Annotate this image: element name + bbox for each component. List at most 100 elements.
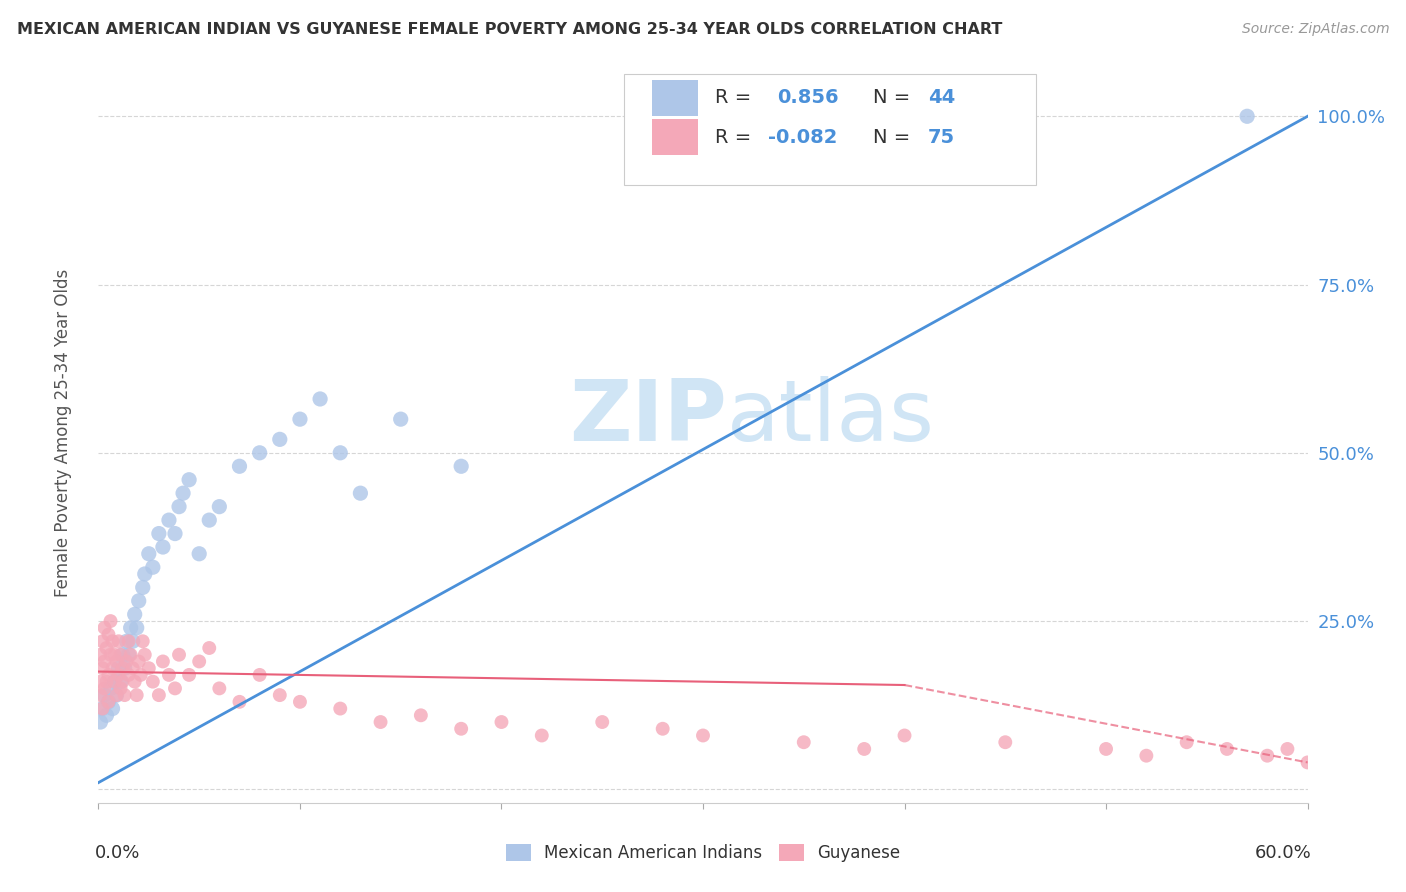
- Point: [491, 714, 513, 729]
- Point: [188, 547, 211, 561]
- Point: [228, 459, 250, 474]
- Text: N =: N =: [873, 88, 917, 107]
- Point: [1236, 109, 1258, 123]
- Point: [124, 674, 146, 689]
- Point: [152, 540, 174, 554]
- Point: [121, 661, 143, 675]
- Point: [134, 648, 156, 662]
- Point: [100, 681, 122, 696]
- Point: [93, 688, 115, 702]
- Bar: [652, 80, 699, 116]
- Text: -0.082: -0.082: [768, 128, 838, 146]
- Point: [167, 500, 190, 514]
- Point: [120, 648, 142, 662]
- Point: [97, 668, 120, 682]
- Point: [163, 526, 186, 541]
- Point: [132, 581, 155, 595]
- Point: [125, 621, 148, 635]
- Point: [105, 655, 128, 669]
- Point: [198, 513, 221, 527]
- Point: [111, 648, 134, 662]
- Point: [1296, 756, 1319, 770]
- Point: [198, 640, 221, 655]
- Point: [91, 701, 114, 715]
- Point: [370, 714, 392, 729]
- Text: MEXICAN AMERICAN INDIAN VS GUYANESE FEMALE POVERTY AMONG 25-34 YEAR OLDS CORRELA: MEXICAN AMERICAN INDIAN VS GUYANESE FEMA…: [17, 22, 1002, 37]
- Point: [111, 661, 134, 675]
- Point: [228, 695, 250, 709]
- Point: [101, 701, 124, 715]
- Point: [114, 688, 136, 702]
- Point: [107, 661, 129, 675]
- Point: [591, 714, 613, 729]
- Point: [129, 668, 152, 682]
- Point: [118, 668, 141, 682]
- Point: [138, 547, 160, 561]
- Point: [124, 607, 146, 622]
- Point: [101, 661, 124, 675]
- Text: 44: 44: [928, 88, 955, 107]
- Point: [1277, 742, 1299, 756]
- Point: [450, 722, 472, 736]
- Point: [96, 674, 118, 689]
- Point: [288, 412, 311, 426]
- Text: 75: 75: [928, 128, 955, 146]
- Point: [163, 681, 186, 696]
- Point: [1256, 748, 1278, 763]
- Point: [249, 446, 271, 460]
- Point: [96, 640, 118, 655]
- Point: [105, 688, 128, 702]
- Point: [128, 594, 150, 608]
- Point: [93, 621, 115, 635]
- Text: atlas: atlas: [727, 376, 935, 459]
- Point: [188, 655, 211, 669]
- Text: R =: R =: [716, 88, 763, 107]
- Point: [1095, 742, 1118, 756]
- Point: [1175, 735, 1198, 749]
- Point: [349, 486, 371, 500]
- Point: [120, 621, 142, 635]
- Point: [208, 681, 231, 696]
- Point: [172, 486, 194, 500]
- Point: [893, 729, 915, 743]
- Legend: Mexican American Indians, Guyanese: Mexican American Indians, Guyanese: [499, 837, 907, 869]
- Point: [994, 735, 1017, 749]
- Point: [96, 708, 118, 723]
- Point: [121, 634, 143, 648]
- Point: [110, 681, 132, 696]
- Point: [692, 729, 714, 743]
- Point: [389, 412, 412, 426]
- Point: [105, 688, 128, 702]
- Point: [853, 742, 876, 756]
- Point: [148, 526, 170, 541]
- Point: [97, 695, 120, 709]
- Point: [118, 634, 141, 648]
- Point: [93, 681, 115, 696]
- Point: [1135, 748, 1157, 763]
- Point: [118, 648, 141, 662]
- Point: [132, 634, 155, 648]
- Point: [793, 735, 815, 749]
- Point: [138, 661, 160, 675]
- Point: [103, 674, 125, 689]
- Point: [128, 655, 150, 669]
- Point: [309, 392, 332, 406]
- Point: [157, 513, 180, 527]
- Point: [91, 661, 114, 675]
- Point: [1216, 742, 1239, 756]
- Point: [91, 634, 114, 648]
- Point: [97, 695, 120, 709]
- Point: [179, 668, 201, 682]
- Point: [148, 688, 170, 702]
- Text: 0.856: 0.856: [776, 88, 838, 107]
- Point: [142, 560, 165, 574]
- Point: [329, 446, 352, 460]
- Point: [89, 648, 111, 662]
- FancyBboxPatch shape: [624, 73, 1035, 185]
- Point: [115, 634, 138, 648]
- Point: [103, 648, 125, 662]
- Point: [125, 688, 148, 702]
- Text: N =: N =: [873, 128, 917, 146]
- Point: [103, 674, 125, 689]
- Point: [269, 688, 291, 702]
